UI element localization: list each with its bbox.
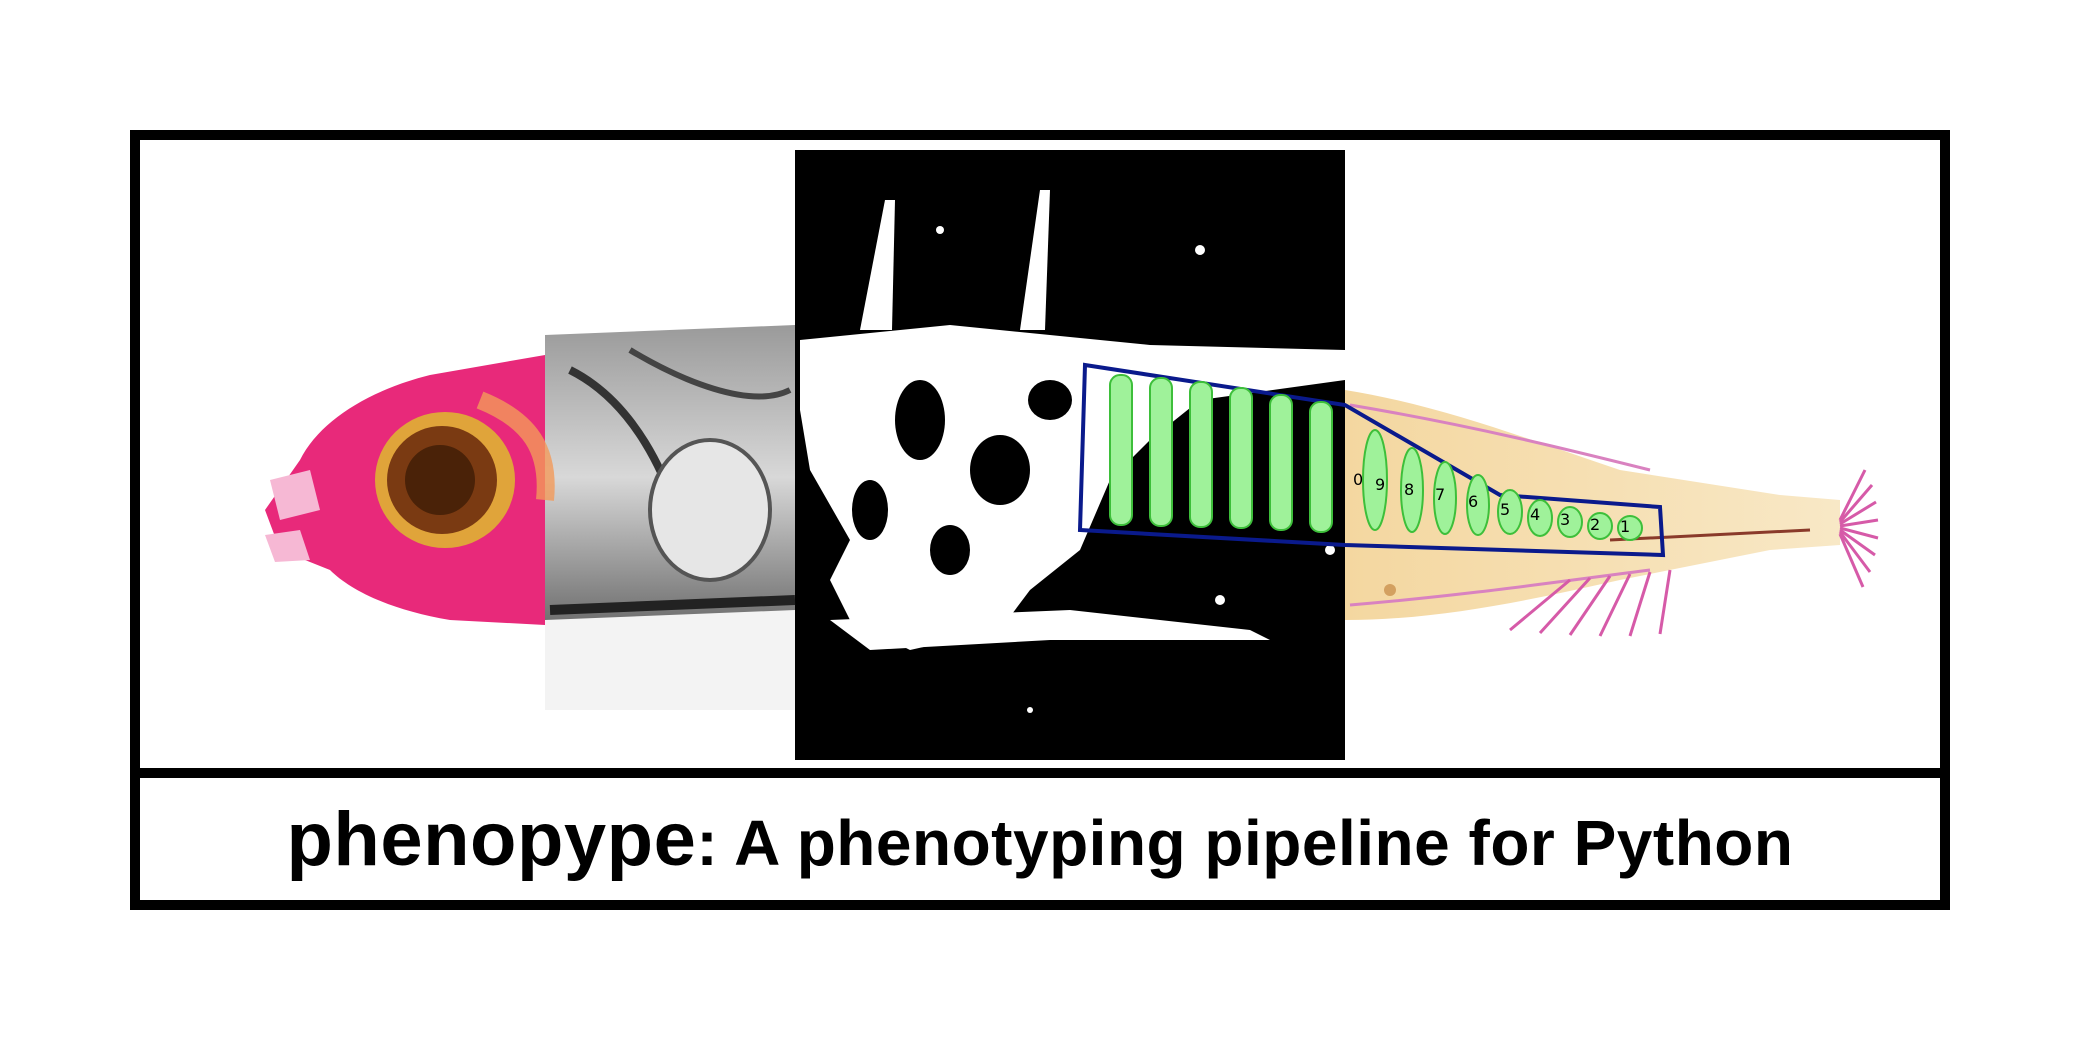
vertebra-label: 6 bbox=[1468, 492, 1478, 511]
tagline: : A phenotyping pipeline for Python bbox=[696, 806, 1794, 879]
stained-body-panel bbox=[1345, 150, 1930, 760]
vertebra-label: 1 bbox=[1620, 517, 1630, 536]
logo-title: phenopype: A phenotyping pipeline for Py… bbox=[287, 796, 1794, 883]
stained-head-panel bbox=[150, 150, 796, 760]
vertebra-label: 9 bbox=[1375, 475, 1385, 494]
vertebrae-segmentation: 0 9 8 7 6 5 4 3 2 1 bbox=[1077, 362, 1666, 558]
logo-frame: 0 9 8 7 6 5 4 3 2 1 bbox=[130, 130, 1950, 910]
vertebra-label: 3 bbox=[1560, 510, 1570, 529]
vertebra-label: 8 bbox=[1404, 480, 1414, 499]
vertebra-label: 4 bbox=[1530, 505, 1540, 524]
title-area: phenopype: A phenotyping pipeline for Py… bbox=[140, 778, 1940, 900]
vertebra-label: 7 bbox=[1435, 485, 1445, 504]
vertebra-label: 0 bbox=[1353, 470, 1363, 489]
binary-mask-panel bbox=[795, 150, 1345, 760]
vertebra-label: 5 bbox=[1500, 500, 1510, 519]
title-divider bbox=[140, 768, 1940, 778]
brand-name: phenopype bbox=[286, 796, 697, 882]
vertebra-label: 2 bbox=[1590, 515, 1600, 534]
fish-illustration: 0 9 8 7 6 5 4 3 2 1 bbox=[150, 150, 1930, 760]
fish-composite-graphic: 0 9 8 7 6 5 4 3 2 1 bbox=[150, 150, 1930, 760]
